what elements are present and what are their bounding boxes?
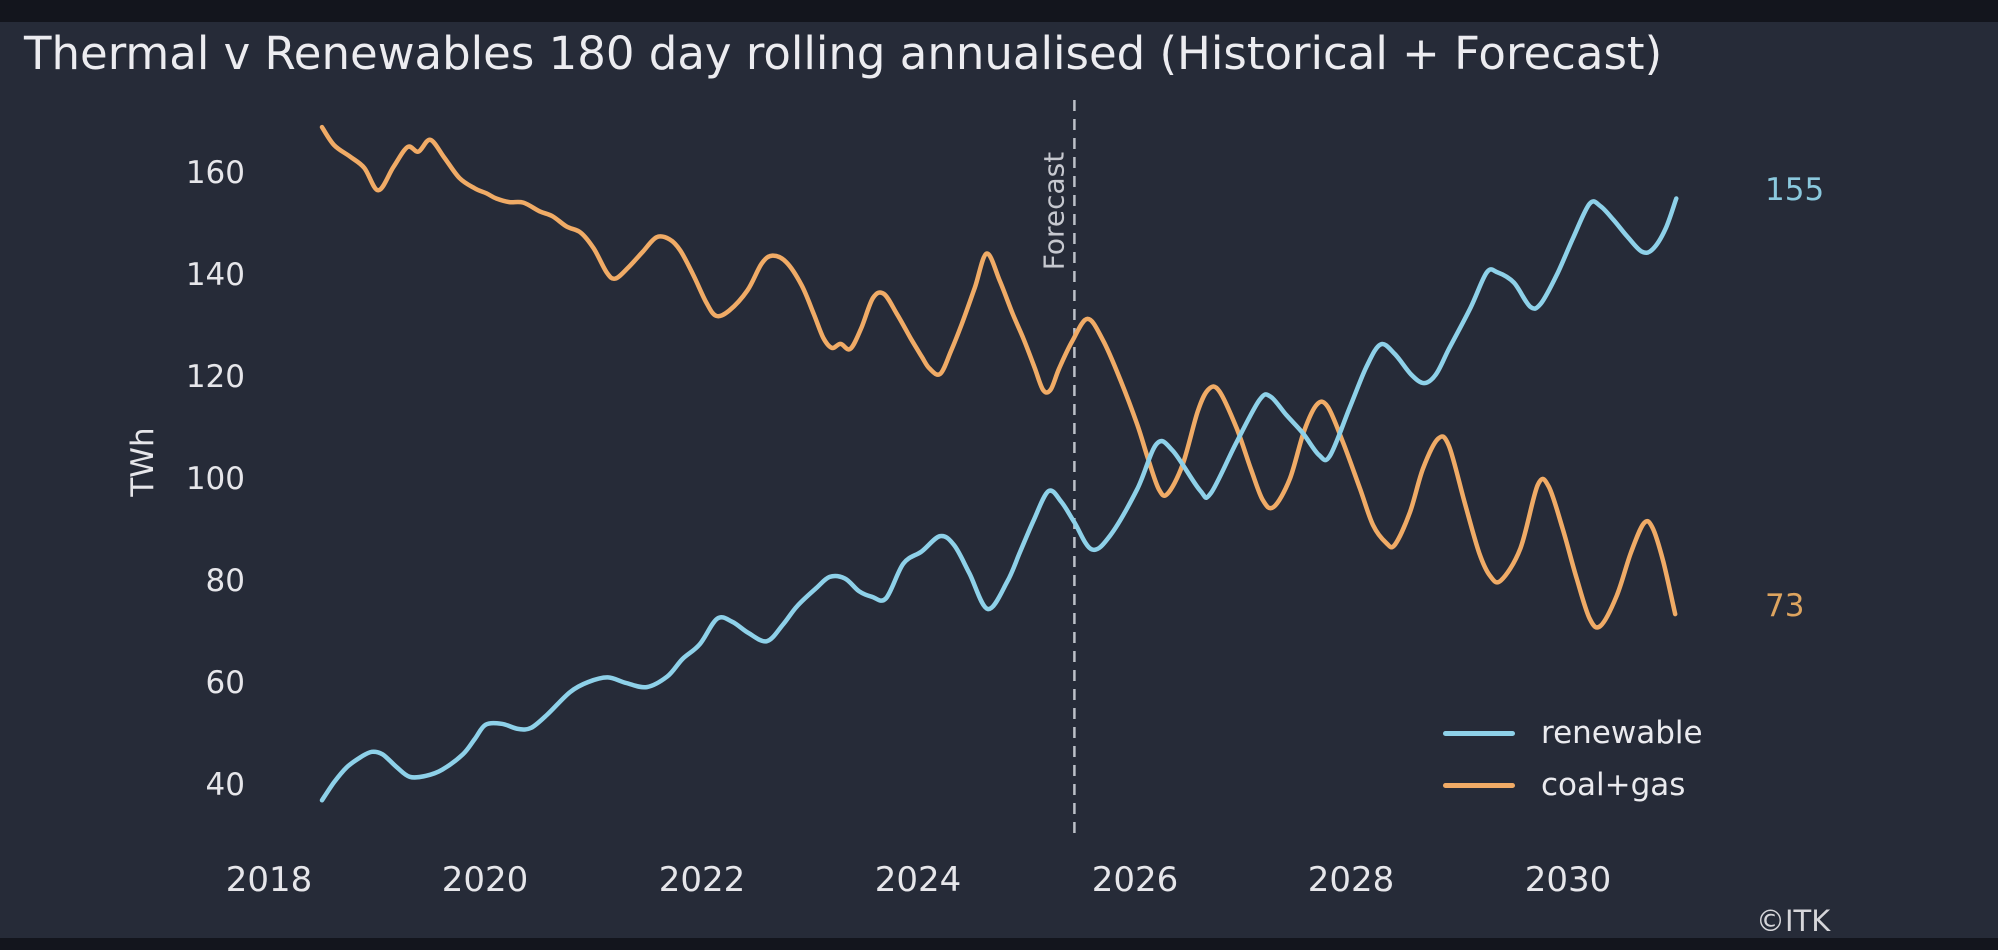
forecast-label: Forecast: [1037, 151, 1071, 271]
x-tick-label: 2020: [441, 860, 529, 900]
legend-item-renewable: renewable: [1443, 707, 1703, 759]
x-tick-label: 2030: [1524, 860, 1612, 900]
legend-label-renewable: renewable: [1541, 715, 1703, 751]
x-tick-label: 2024: [874, 860, 962, 900]
x-tick-label: 2018: [225, 860, 313, 900]
window-bottom-edge: [0, 938, 1998, 950]
y-tick-label: 80: [205, 563, 245, 599]
x-tick-label: 2028: [1307, 860, 1395, 900]
chart-title: Thermal v Renewables 180 day rolling ann…: [24, 27, 1663, 80]
y-tick-label: 140: [185, 257, 245, 293]
y-tick-label: 40: [205, 767, 245, 803]
coal-gas-line: [319, 124, 1678, 630]
window-top-edge: [0, 0, 1998, 22]
legend-item-coal-gas: coal+gas: [1443, 759, 1703, 811]
x-tick-label: 2022: [658, 860, 746, 900]
y-axis-label: TWh: [125, 427, 161, 497]
renewable-line-swatch-icon: [1443, 730, 1515, 736]
end-label-coal-gas: 73: [1765, 588, 1805, 624]
x-tick-label: 2026: [1091, 860, 1179, 900]
legend: renewable coal+gas: [1443, 707, 1703, 811]
coal-gas-line-swatch-icon: [1443, 782, 1515, 788]
credit-watermark: ©ITK: [1756, 904, 1831, 938]
renewable-line: [319, 196, 1679, 803]
y-tick-label: 60: [205, 665, 245, 701]
y-tick-label: 160: [185, 155, 245, 191]
y-tick-label: 100: [185, 461, 245, 497]
end-label-renewable: 155: [1765, 172, 1825, 208]
y-tick-label: 120: [185, 359, 245, 395]
legend-label-coal-gas: coal+gas: [1541, 767, 1686, 803]
